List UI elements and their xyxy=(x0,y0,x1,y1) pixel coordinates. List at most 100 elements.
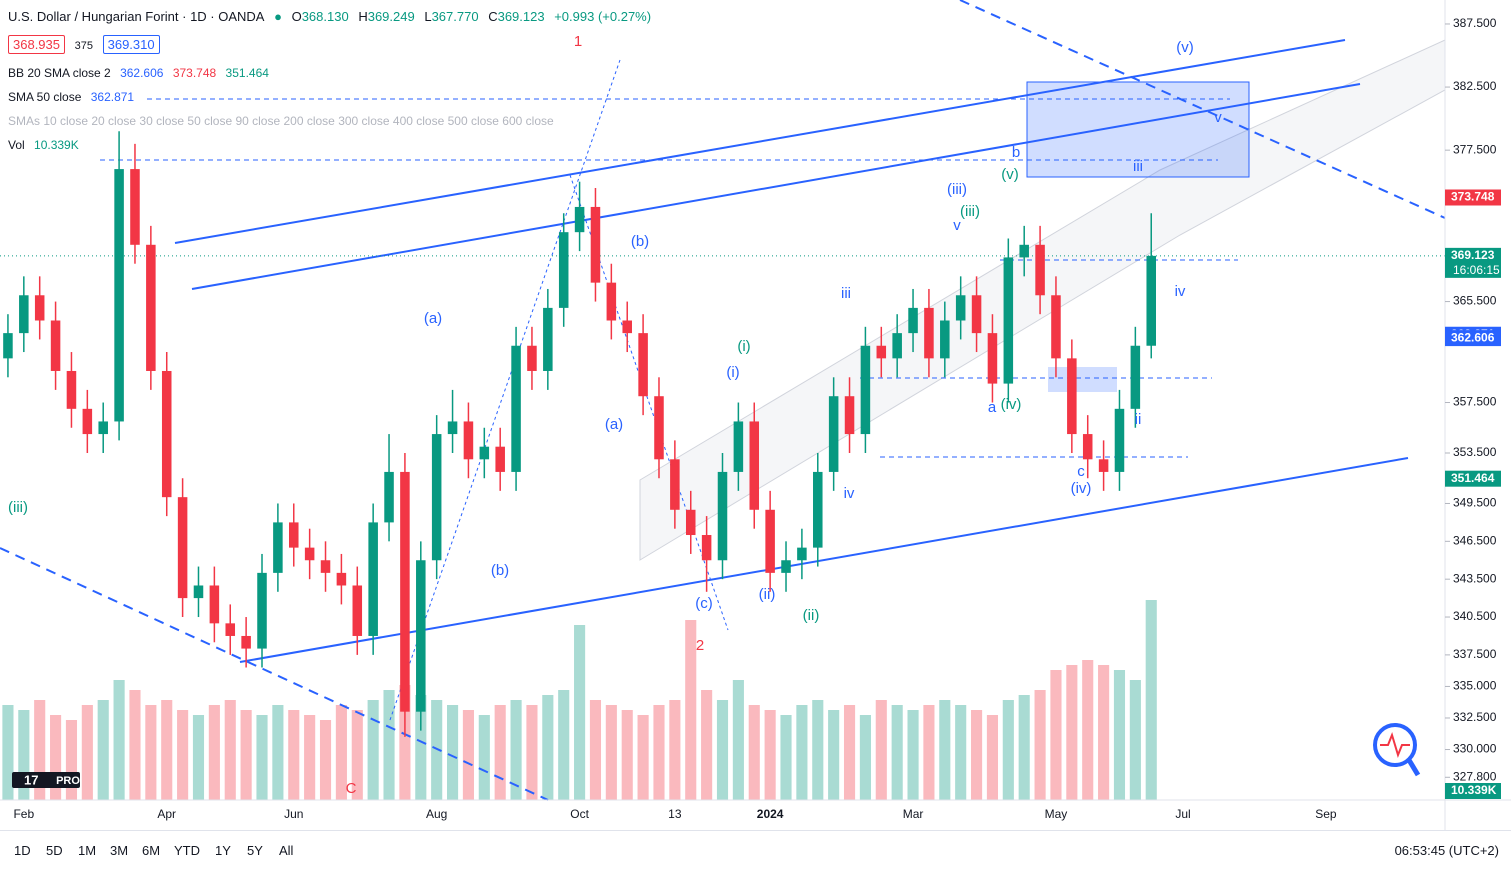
c-value: 369.123 xyxy=(497,9,545,24)
y-tick-label: 337.500 xyxy=(1453,647,1497,661)
range-button[interactable]: 5D xyxy=(46,843,63,858)
y-tick-label: 330.000 xyxy=(1453,742,1497,756)
candle-body xyxy=(558,232,569,308)
candle-body xyxy=(50,320,61,371)
price-tag-label: 369.123 xyxy=(1451,248,1495,262)
volume-bar xyxy=(1098,665,1110,800)
candle-body xyxy=(384,471,394,523)
volume-bar xyxy=(843,705,856,800)
quote-row: 368.935 375 369.310 xyxy=(8,35,166,54)
wave-label: v xyxy=(1214,109,1222,126)
volume-bar xyxy=(113,680,125,800)
candle-body xyxy=(34,295,45,321)
range-button[interactable]: All xyxy=(279,843,294,858)
range-button[interactable]: 1Y xyxy=(215,843,231,858)
range-button[interactable]: 3M xyxy=(110,843,129,858)
candle-body xyxy=(257,572,267,649)
candle-body xyxy=(590,206,601,283)
candle-body xyxy=(161,370,172,498)
wave-label: (ii) xyxy=(803,607,820,624)
change: +0.993 (+0.27%) xyxy=(554,9,652,24)
bottom-toolbar: 06:53:45 (UTC+2) 1D 5D 1M 3M 6M YTD 1Y 5Y All xyxy=(0,830,1511,869)
volume-bar xyxy=(81,705,93,800)
o-label: O xyxy=(291,9,302,24)
range-button[interactable]: YTD xyxy=(174,843,200,858)
logo-bg xyxy=(12,772,80,788)
candle-body xyxy=(130,169,140,245)
range-button[interactable]: 5Y xyxy=(247,843,263,858)
candle-body xyxy=(733,421,744,472)
volume-bar xyxy=(161,700,173,800)
x-tick-label: Sep xyxy=(1315,807,1337,821)
chart: 1 2 C (a) (b) (c) (a) (b) (i) (ii) iii iv (iii) (iv) (… xyxy=(0,0,1511,830)
volume-bar xyxy=(812,700,824,800)
candle-body xyxy=(765,509,775,573)
bid[interactable]: 368.935 xyxy=(8,35,65,54)
candle-body xyxy=(66,370,77,409)
wave-label: (v) xyxy=(1001,166,1019,183)
c-label: C xyxy=(488,9,498,24)
volume-bar xyxy=(65,720,78,800)
drawings xyxy=(0,0,1446,801)
candles xyxy=(3,131,1156,737)
h-value: 369.249 xyxy=(367,9,415,24)
candle-body xyxy=(177,497,188,599)
volume-bar xyxy=(177,710,189,800)
y-tick-label: 382.500 xyxy=(1453,79,1497,93)
volume-bar xyxy=(891,705,903,800)
volume-bar xyxy=(97,700,109,800)
range-button[interactable]: 1D xyxy=(14,843,31,858)
volume-bar xyxy=(415,695,427,800)
ask[interactable]: 369.310 xyxy=(102,35,160,54)
range-button[interactable]: 6M xyxy=(142,843,161,858)
candle-body xyxy=(416,560,426,712)
candle-body xyxy=(1114,408,1125,472)
wave-label: (ii) xyxy=(759,586,776,603)
annotations: 1 2 C (a) (b) (c) (a) (b) (i) (ii) iii iv (iii) (iv) (… xyxy=(8,33,1222,797)
y-tick-label: 357.500 xyxy=(1453,395,1497,409)
zone-box xyxy=(1048,367,1117,392)
wave-label: (i) xyxy=(737,338,750,355)
x-tick-label: Aug xyxy=(426,807,447,821)
volume-bar xyxy=(1145,600,1157,800)
volume-bar xyxy=(701,690,713,800)
candle-body xyxy=(209,585,220,624)
candle-body xyxy=(574,206,585,233)
volume-bar xyxy=(1050,670,1062,800)
volume-bar xyxy=(288,710,300,800)
y-tick-label: 349.500 xyxy=(1453,496,1497,510)
price-tag xyxy=(1445,470,1501,487)
volume-layer xyxy=(2,600,1157,800)
trendline xyxy=(174,39,1346,244)
range-button[interactable]: 1M xyxy=(78,843,97,858)
symbol-title: U.S. Dollar / Hungarian Forint · 1D · OA… xyxy=(8,9,265,24)
logo-mark: 17 xyxy=(24,772,38,787)
l-value: 367.770 xyxy=(431,9,479,24)
ohlc: C369.123 xyxy=(488,9,544,24)
wave-label: (a) xyxy=(605,416,623,433)
x-tick-label: Feb xyxy=(13,807,34,821)
plot-area xyxy=(0,0,1445,800)
candle-body xyxy=(479,446,490,460)
candle-body xyxy=(622,320,632,334)
indicator-value: 362.606 xyxy=(120,66,164,80)
volume-bar xyxy=(716,700,729,800)
candle-body xyxy=(336,572,347,586)
candle-body xyxy=(606,282,617,321)
price-tag xyxy=(1445,247,1501,278)
candle-body xyxy=(495,446,505,472)
volume-bar xyxy=(304,715,316,800)
bb-legend: BB 20 SMA close 2 362.606 373.748 351.46… xyxy=(8,66,275,80)
volume-bar xyxy=(621,710,633,800)
candle-body xyxy=(971,295,982,334)
volume-bar xyxy=(240,710,252,800)
volume-bar xyxy=(859,715,871,800)
volume-bar xyxy=(18,710,30,800)
x-tick-label: Oct xyxy=(570,807,589,821)
candle-body xyxy=(320,560,331,573)
indicator-value: 10.339K xyxy=(34,138,79,152)
y-tick-label: 353.500 xyxy=(1453,445,1497,459)
volume-bar xyxy=(732,680,744,800)
candle-body xyxy=(638,333,648,397)
volume-bar xyxy=(558,690,570,800)
